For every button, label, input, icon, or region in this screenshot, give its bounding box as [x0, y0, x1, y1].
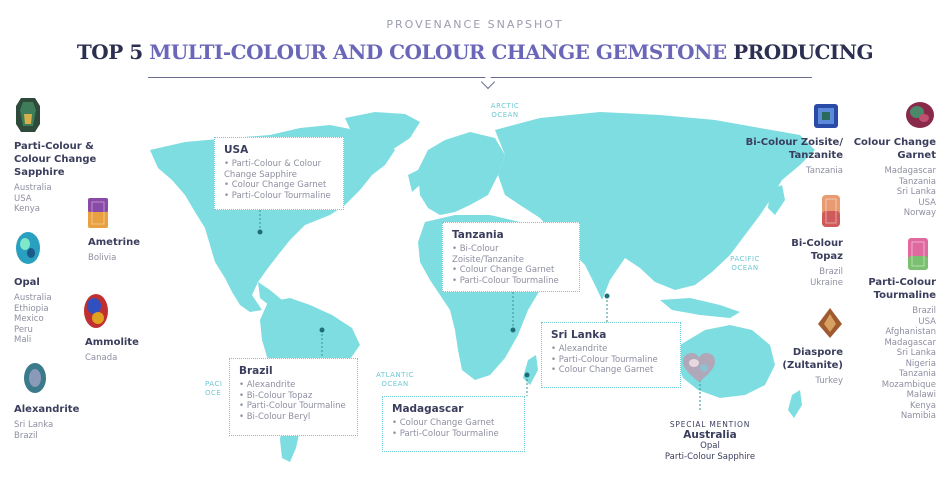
gem-countries: Sri Lanka Brazil	[14, 420, 54, 441]
callout-sri-lanka: Sri Lanka Alexandrite Parti-Colour Tourm…	[541, 322, 681, 388]
callout-item: Bi-Colour Beryl	[239, 412, 348, 423]
callout-tanzania: Tanzania Bi-Colour Zoisite/Tanzanite Col…	[442, 222, 580, 292]
title-rule	[148, 77, 812, 78]
callout-title: Madagascar	[392, 403, 464, 415]
japan-shape	[768, 185, 785, 215]
srilanka-dot	[604, 293, 610, 299]
gem-name: Opal	[14, 277, 40, 288]
special-mention-label: SPECIAL MENTION	[669, 420, 751, 429]
callout-item: Bi-Colour Zoisite/Tanzanite	[452, 244, 570, 265]
gem-countries: Canada	[85, 353, 118, 363]
gem-name: Colour Change Garnet	[853, 137, 936, 161]
special-mention-country: Australia	[683, 429, 737, 441]
gem-name: Bi-Colour Zoisite/Tanzanite	[745, 137, 843, 161]
madagascar-dot	[524, 372, 530, 378]
gem-name: Parti-Colour Tourmaline	[868, 277, 936, 301]
greenland-shape	[345, 112, 420, 152]
leader-lines	[259, 210, 701, 412]
title-suffix: PRODUCING	[726, 40, 874, 64]
callout-item: Parti-Colour Tourmaline	[239, 401, 348, 412]
brazil-dot	[319, 327, 325, 333]
gem-name: Bi-Colour Topaz	[791, 238, 843, 262]
special-mention: SPECIAL MENTION Australia Opal Parti-Col…	[655, 420, 765, 463]
special-mention-item: Opal	[700, 441, 720, 451]
ocean-pacific-west: PACI OCE	[205, 380, 223, 397]
gem-colour-change-garnet: Colour Change Garnet Madagascar Tanzania Sr…	[836, 136, 936, 219]
ocean-atlantic: ATLANTIC OCEAN	[376, 371, 414, 388]
callout-title: Tanzania	[452, 229, 504, 241]
new-zealand-shape	[788, 390, 802, 418]
gem-countries: Brazil USA Afghanistan Madagascar Sri Lanka N…	[881, 306, 936, 421]
gem-bi-colour-zoisite: Bi-Colour Zoisite/Tanzanite Tanzania	[740, 136, 843, 177]
gem-alexandrite: Alexandrite Sri Lanka Brazil	[14, 403, 79, 441]
callout-item: Parti-Colour Tourmaline	[551, 355, 671, 366]
gem-ametrine: Ametrine Bolivia	[88, 236, 140, 264]
header-kicker: PROVENANCE SNAPSHOT	[386, 18, 564, 31]
ammolite-gem-icon	[84, 294, 108, 328]
gem-parti-colour-tourmaline: Parti-Colour Tourmaline Brazil USA Afghanis…	[836, 276, 936, 422]
callout-item: Parti-Colour Tourmaline	[224, 191, 334, 202]
callout-item: Colour Change Garnet	[551, 365, 671, 376]
gem-name: Ammolite	[85, 337, 139, 348]
callout-item: Parti-Colour Tourmaline	[452, 276, 570, 287]
gem-opal: Opal Australia Ethiopia Mexico Peru Mali	[14, 276, 52, 346]
tanzania-dot	[510, 327, 516, 333]
alexandrite-gem-icon	[24, 363, 46, 393]
gem-countries: Brazil Ukraine	[810, 267, 843, 288]
gem-name: Ametrine	[88, 237, 140, 248]
callout-item: Parti-Colour Tourmaline	[392, 429, 515, 440]
australian-opal-heart-icon	[683, 353, 715, 382]
gem-countries: Tanzania	[805, 166, 843, 176]
gem-name: Alexandrite	[14, 404, 80, 415]
title-prefix: TOP 5	[76, 40, 150, 64]
zoisite-gem-icon	[814, 104, 838, 128]
gem-countries: Madagascar Tanzania Sri Lanka USA Norway	[884, 166, 936, 218]
callout-madagascar: Madagascar Colour Change Garnet Parti-Co…	[382, 396, 525, 452]
page-title: TOP 5 MULTI-COLOUR AND COLOUR CHANGE GEM…	[0, 40, 950, 64]
callout-title: USA	[224, 144, 249, 156]
gem-countries: Bolivia	[88, 253, 117, 263]
callout-item: Alexandrite	[239, 380, 348, 391]
topaz-gem-icon	[822, 195, 840, 227]
title-accent: MULTI-COLOUR AND COLOUR CHANGE GEMSTONE	[149, 40, 727, 64]
callout-item: Colour Change Garnet	[392, 418, 515, 429]
usa-dot	[257, 229, 263, 235]
gem-name: Parti-Colour & Colour Change Sapphire	[14, 141, 97, 178]
callout-item: Parti-Colour & Colour Change Sapphire	[224, 159, 334, 180]
callout-title: Sri Lanka	[551, 329, 607, 341]
uk-shape	[408, 170, 420, 192]
indonesia-shape	[660, 298, 740, 318]
gem-parti-colour-sapphire: Parti-Colour & Colour Change Sapphire Aust…	[14, 140, 96, 215]
gem-diaspore: Diaspore (Zultanite) Turkey	[760, 346, 843, 387]
location-dots	[257, 229, 610, 378]
callout-usa: USA Parti-Colour & Colour Change Sapphir…	[214, 137, 344, 210]
ocean-pacific-east: PACIFIC OCEAN	[730, 255, 760, 272]
callout-item: Bi-Colour Topaz	[239, 391, 348, 402]
callout-item: Colour Change Garnet	[452, 265, 570, 276]
tourmaline-gem-icon	[908, 238, 928, 270]
gem-countries: Australia USA Kenya	[14, 183, 52, 214]
ametrine-gem-icon	[88, 198, 108, 228]
gem-name: Diaspore (Zultanite)	[782, 347, 843, 371]
gem-ammolite: Ammolite Canada	[85, 336, 139, 364]
gem-countries: Australia Ethiopia Mexico Peru Mali	[14, 293, 52, 345]
garnet-gem-icon	[906, 102, 934, 128]
madagascar-shape	[523, 355, 538, 385]
callout-item: Colour Change Garnet	[224, 180, 334, 191]
gem-bi-colour-topaz: Bi-Colour Topaz Brazil Ukraine	[760, 237, 843, 288]
callout-title: Brazil	[239, 365, 273, 377]
callout-item: Alexandrite	[551, 344, 671, 355]
opal-gem-icon	[16, 232, 40, 264]
ocean-arctic: ARCTIC OCEAN	[490, 102, 520, 119]
callout-brazil: Brazil Alexandrite Bi-Colour Topaz Parti…	[229, 358, 358, 436]
parti-colour-sapphire-gem-icon	[16, 98, 40, 132]
gem-countries: Turkey	[815, 376, 843, 386]
diaspore-gem-icon	[818, 308, 842, 338]
europe-shape	[418, 132, 505, 215]
special-mention-item: Parti-Colour Sapphire	[664, 452, 756, 462]
